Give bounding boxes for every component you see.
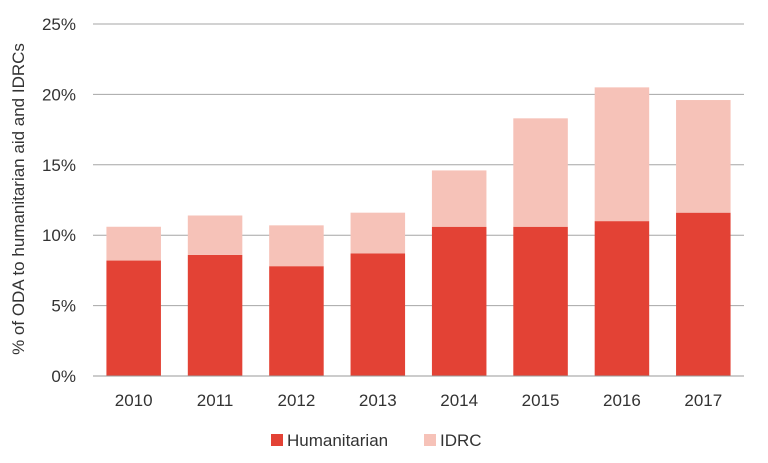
bars — [106, 87, 731, 376]
legend-swatch-humanitarian — [271, 434, 283, 446]
x-tick-label: 2012 — [278, 391, 316, 410]
x-tick-label: 2015 — [522, 391, 560, 410]
bar-humanitarian-2010 — [106, 260, 161, 376]
bar-humanitarian-2016 — [594, 221, 650, 376]
bar-humanitarian-2014 — [431, 226, 487, 376]
x-tick-label: 2011 — [197, 391, 234, 410]
x-tick-label: 2013 — [359, 391, 397, 410]
y-tick-label: 20% — [42, 85, 76, 104]
y-axis-tick-labels: 0% 5% 10% 15% 20% 25% — [42, 15, 76, 386]
bar-idrc-2016 — [594, 87, 650, 222]
y-tick-label: 5% — [51, 297, 76, 316]
bar-humanitarian-2012 — [269, 266, 324, 376]
bar-idrc-2015 — [513, 118, 568, 227]
bar-idrc-2013 — [350, 212, 406, 254]
x-tick-label: 2017 — [684, 391, 722, 410]
y-axis-title: % of ODA to humanitarian aid and IDRCs — [9, 43, 28, 355]
legend-label-humanitarian: Humanitarian — [287, 431, 388, 450]
y-tick-label: 25% — [42, 15, 76, 34]
y-tick-label: 15% — [42, 156, 76, 175]
legend-label-idrc: IDRC — [440, 431, 482, 450]
bar-idrc-2012 — [269, 225, 324, 267]
bar-idrc-2010 — [106, 226, 161, 261]
bar-idrc-2014 — [431, 170, 487, 227]
x-tick-label: 2016 — [603, 391, 641, 410]
bar-humanitarian-2011 — [187, 254, 243, 376]
x-axis-tick-labels: 2010 2011 2012 2013 2014 2015 2016 2017 — [115, 391, 722, 410]
y-tick-label: 0% — [51, 367, 76, 386]
bar-idrc-2011 — [187, 215, 243, 255]
x-tick-label: 2014 — [440, 391, 478, 410]
x-tick-label: 2010 — [115, 391, 153, 410]
bar-humanitarian-2017 — [676, 212, 731, 376]
legend-swatch-idrc — [424, 434, 436, 446]
bar-idrc-2017 — [676, 100, 731, 213]
bar-humanitarian-2015 — [513, 226, 568, 376]
bar-humanitarian-2013 — [350, 253, 406, 376]
legend: Humanitarian IDRC — [271, 431, 482, 450]
y-tick-label: 10% — [42, 226, 76, 245]
